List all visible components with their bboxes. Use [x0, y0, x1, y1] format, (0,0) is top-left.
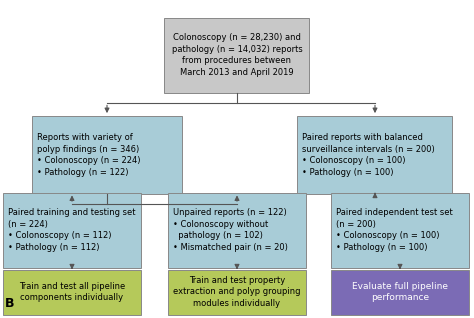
Text: Unpaired reports (n = 122)
• Colonoscopy without
  pathology (n = 102)
• Mismatc: Unpaired reports (n = 122) • Colonoscopy… [173, 208, 288, 252]
FancyBboxPatch shape [32, 116, 182, 194]
FancyBboxPatch shape [331, 269, 469, 315]
Text: Reports with variety of
polyp findings (n = 346)
• Colonoscopy (n = 224)
• Patho: Reports with variety of polyp findings (… [37, 133, 140, 177]
FancyBboxPatch shape [164, 17, 310, 93]
Text: Evaluate full pipeline
performance: Evaluate full pipeline performance [352, 282, 448, 302]
Text: Train and test property
extraction and polyp grouping
modules individually: Train and test property extraction and p… [173, 276, 301, 308]
FancyBboxPatch shape [168, 192, 306, 267]
Text: Paired training and testing set
(n = 224)
• Colonoscopy (n = 112)
• Pathology (n: Paired training and testing set (n = 224… [8, 208, 136, 252]
FancyBboxPatch shape [3, 192, 141, 267]
Text: Train and test all pipeline
components individually: Train and test all pipeline components i… [19, 282, 125, 302]
FancyBboxPatch shape [168, 269, 306, 315]
FancyBboxPatch shape [331, 192, 469, 267]
FancyBboxPatch shape [3, 269, 141, 315]
Text: Paired independent test set
(n = 200)
• Colonoscopy (n = 100)
• Pathology (n = 1: Paired independent test set (n = 200) • … [336, 208, 453, 252]
Text: Colonoscopy (n = 28,230) and
pathology (n = 14,032) reports
from procedures betw: Colonoscopy (n = 28,230) and pathology (… [172, 33, 302, 77]
Text: Paired reports with balanced
surveillance intervals (n = 200)
• Colonoscopy (n =: Paired reports with balanced surveillanc… [302, 133, 435, 177]
Text: B: B [5, 297, 15, 310]
FancyBboxPatch shape [298, 116, 453, 194]
